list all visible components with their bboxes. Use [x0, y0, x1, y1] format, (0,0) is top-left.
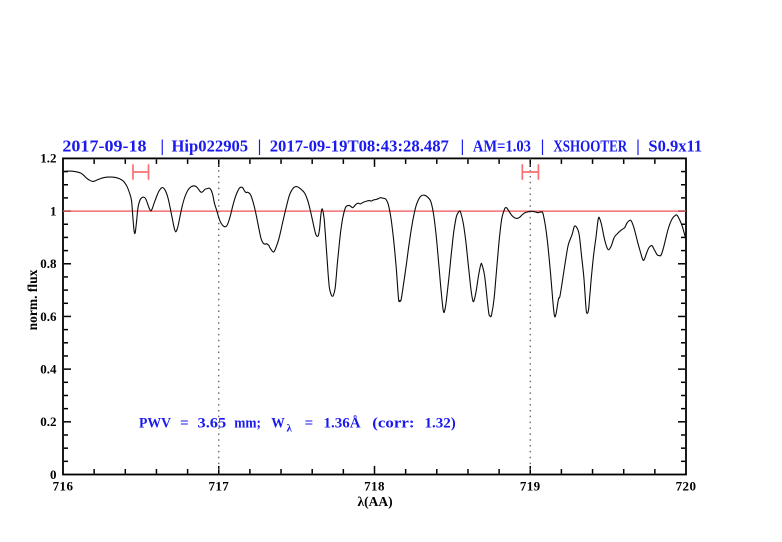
svg-text:S0.9x11: S0.9x11 — [648, 136, 702, 155]
svg-text:|: | — [541, 137, 545, 156]
svg-text:0.2: 0.2 — [40, 414, 56, 429]
svg-text:1.2: 1.2 — [40, 151, 56, 166]
svg-text:718: 718 — [364, 479, 385, 494]
svg-text:|: | — [461, 137, 465, 156]
svg-text:0.8: 0.8 — [40, 256, 57, 271]
svg-text:1.32): 1.32) — [425, 416, 456, 432]
svg-text:720: 720 — [676, 479, 697, 494]
svg-text:3.65: 3.65 — [198, 415, 227, 431]
svg-text:=: = — [305, 416, 314, 432]
svg-text:W: W — [271, 415, 285, 432]
svg-text:2017-09-19T08:43:28.487: 2017-09-19T08:43:28.487 — [270, 136, 449, 155]
svg-text:AM=1.03: AM=1.03 — [473, 138, 531, 156]
svg-text:mm;: mm; — [234, 415, 261, 432]
svg-text:0.6: 0.6 — [40, 309, 57, 324]
svg-text:XSHOOTER: XSHOOTER — [553, 138, 628, 156]
svg-text:1: 1 — [50, 203, 57, 218]
svg-text:λ(AA): λ(AA) — [357, 494, 392, 509]
svg-text:717: 717 — [208, 479, 229, 494]
svg-text:=: = — [180, 416, 189, 432]
svg-text:|: | — [258, 137, 262, 156]
svg-text:0.4: 0.4 — [40, 361, 57, 376]
svg-text:2017-09-18: 2017-09-18 — [62, 136, 146, 155]
svg-text:|: | — [160, 137, 164, 156]
svg-text:PWV: PWV — [139, 415, 172, 432]
svg-text:norm. flux: norm. flux — [25, 269, 40, 330]
svg-text:|: | — [636, 137, 640, 156]
svg-text:Hip022905: Hip022905 — [172, 136, 249, 155]
svg-text:719: 719 — [520, 479, 541, 494]
svg-text:λ: λ — [287, 423, 293, 435]
svg-text:0: 0 — [50, 467, 57, 482]
svg-text:(corr:: (corr: — [372, 415, 414, 431]
svg-text:1.36Å: 1.36Å — [324, 416, 361, 432]
svg-text:716: 716 — [53, 479, 74, 494]
